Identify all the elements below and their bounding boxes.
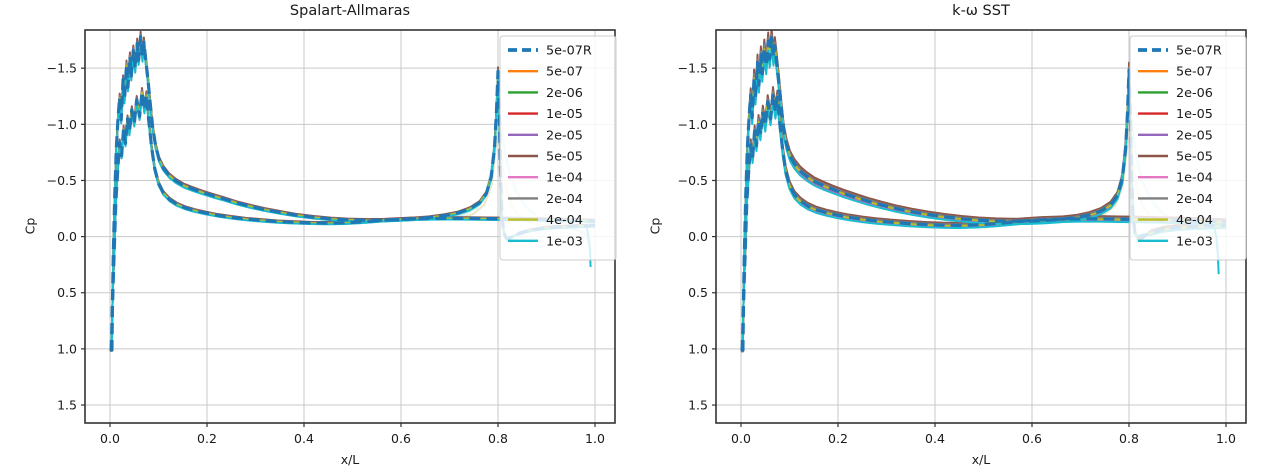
x-axis-label: x/L (971, 452, 991, 467)
legend-label-5e-07: 5e-07 (1176, 65, 1213, 80)
y-tick-label: 0.5 (57, 285, 77, 300)
y-tick-label: −1.5 (47, 61, 77, 76)
legend-label-5e-07R: 5e-07R (546, 44, 592, 59)
plot-canvas-k-omega-sst: 0.0 0.2 0.4 0.6 0.8 1.0 −1.5 −1.0 −0.5 0.0 0.5 1.0 1… (678, 29, 1247, 446)
legend-label-5e-07: 5e-07 (546, 65, 583, 80)
x-tick-label: 0.0 (100, 431, 120, 446)
plot-canvas-spalart-allmaras: 0.0 0.2 0.4 0.6 0.8 1.0 −1.5 −1.0 −0.5 0.0 0.5 1.0 1… (47, 29, 617, 446)
y-tick-label: 1.5 (688, 398, 708, 413)
series-upper-5e-07R (110, 35, 596, 352)
y-tick-label: −1.5 (678, 61, 708, 76)
legend-label-5e-05: 5e-05 (1176, 150, 1213, 165)
y-tick-label: 0.5 (688, 285, 708, 300)
x-tick-label: 0.6 (391, 431, 411, 446)
x-tick-label: 0.2 (828, 431, 848, 446)
y-tick-label: 0.0 (57, 229, 77, 244)
legend-label-1e-05: 1e-05 (546, 107, 583, 122)
x-axis-label: x/L (340, 452, 360, 467)
y-tick-label: 0.0 (688, 229, 708, 244)
x-tick-label: 0.4 (925, 431, 945, 446)
x-tick-label: 0.0 (731, 431, 751, 446)
legend-label-2e-04: 2e-04 (546, 192, 583, 207)
curves-group (109, 30, 596, 352)
plot-title: Spalart-Allmaras (289, 3, 411, 19)
legend-label-5e-07R: 5e-07R (1176, 44, 1222, 59)
legend-label-1e-03: 1e-03 (1176, 234, 1213, 249)
y-tick-label: −1.0 (678, 117, 708, 132)
plot-spalart-allmaras: Spalart-Allmaras Cp x/L 0.0 0.2 0.4 0.6 0.8 1… (23, 3, 617, 467)
y-tick-label: 1.0 (688, 341, 708, 356)
legend-label-2e-05: 2e-05 (546, 128, 583, 143)
plot-title: k-ω SST (952, 3, 1010, 19)
legend-label-4e-04: 4e-04 (546, 213, 583, 228)
legend-label-1e-03: 1e-03 (546, 234, 583, 249)
x-tick-label: 0.8 (1119, 431, 1139, 446)
x-tick-label: 0.6 (1022, 431, 1042, 446)
series-lower-5e-07R (109, 90, 596, 352)
legend-label-2e-04: 2e-04 (1176, 192, 1213, 207)
x-tick-label: 0.2 (197, 431, 217, 446)
x-tick-label: 1.0 (585, 431, 605, 446)
y-tick-label: −0.5 (678, 173, 708, 188)
plot-k-omega-sst: k-ω SST Cp x/L 0.0 0.2 0.4 0.6 0.8 1.0 −1.5 −1.… (635, 0, 1270, 474)
legend-label-1e-04: 1e-04 (546, 171, 583, 186)
y-tick-label: 1.5 (57, 398, 77, 413)
legend-label-1e-05: 1e-05 (1176, 107, 1213, 122)
x-tick-label: 0.8 (488, 431, 508, 446)
y-tick-label: −0.5 (47, 173, 77, 188)
y-tick-label: 1.0 (57, 341, 77, 356)
legend-label-2e-05: 2e-05 (1176, 128, 1213, 143)
legend-label-4e-04: 4e-04 (1176, 213, 1213, 228)
legend-label-2e-06: 2e-06 (546, 86, 583, 101)
series-lower-5e-07R (740, 92, 1227, 352)
legend-label-2e-06: 2e-06 (1176, 86, 1213, 101)
x-tick-label: 1.0 (1216, 431, 1236, 446)
x-tick-label: 0.4 (294, 431, 314, 446)
y-tick-label: −1.0 (47, 117, 77, 132)
legend-label-5e-05: 5e-05 (546, 150, 583, 165)
legend-label-1e-04: 1e-04 (1176, 171, 1213, 186)
